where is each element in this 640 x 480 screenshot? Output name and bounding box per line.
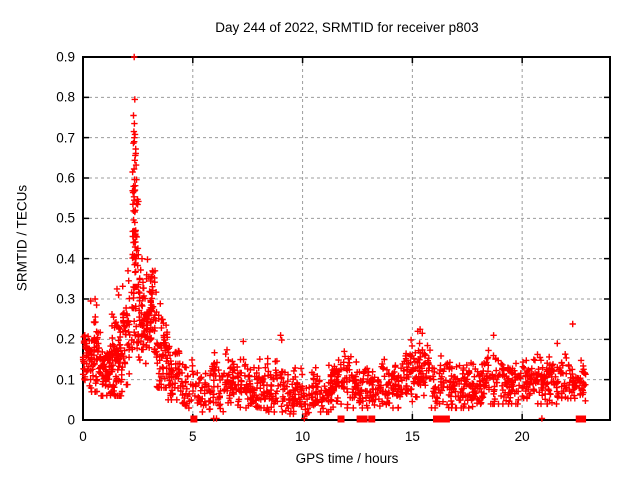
y-tick-label: 0.7 [56,130,75,146]
axis-ticks [82,56,610,421]
grid-lines [83,57,610,420]
x-tick-label: 15 [404,429,420,444]
x-axis-title: GPS time / hours [295,451,399,466]
y-tick-label: 0.3 [56,291,75,307]
y-tick-label: 0.4 [56,251,75,267]
y-tick-label: 0.8 [56,89,75,105]
x-tick-label: 5 [189,429,197,444]
plot-border [82,56,611,421]
y-tick-label: 0.9 [56,49,75,65]
x-tick-label: 0 [79,429,87,444]
y-tick-label: 0.1 [56,372,75,388]
y-tick-label: 0.6 [56,170,75,186]
scatter-points [79,53,589,422]
x-tick-label: 10 [295,429,311,444]
y-tick-label: 0.5 [56,210,75,226]
y-axis-title: SRMTID / TECUs [14,184,30,292]
y-tick-label: 0 [67,412,75,428]
chart-title: Day 244 of 2022, SRMTID for receiver p80… [215,20,479,35]
y-tick-label: 0.2 [56,331,75,347]
x-tick-label: 20 [514,429,530,444]
